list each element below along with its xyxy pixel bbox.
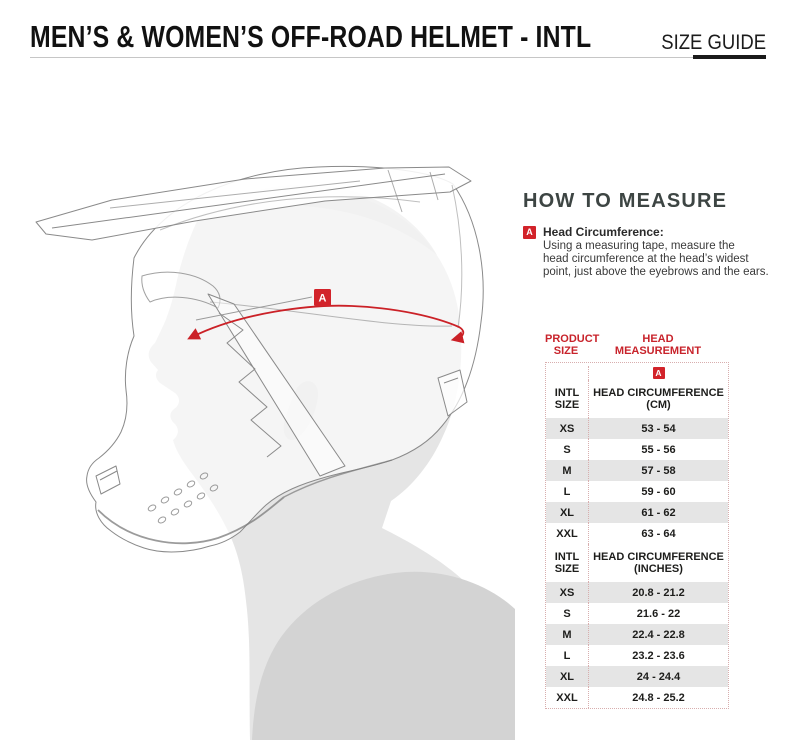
table-row: XXL 24.8 - 25.2 (546, 687, 728, 708)
size-table-box: A INTL SIZE HEAD CIRCUMFERENCE (CM) XS 5… (545, 362, 729, 709)
marker-a-icon: A (652, 367, 665, 379)
cm-section-header-row: INTL SIZE HEAD CIRCUMFERENCE (CM) (546, 380, 728, 418)
rear-duct (437, 369, 468, 417)
how-to-measure-section: HOW TO MEASURE A Head Circumference: Usi… (523, 190, 788, 278)
measure-item-head-circumference: A Head Circumference: Using a measuring … (523, 225, 788, 278)
helmet-illustration: A (35, 165, 515, 740)
table-row: XL 24 - 24.4 (546, 666, 728, 687)
measure-instruction-line: point, just above the eyebrows and the e… (543, 265, 769, 278)
measurement-arc (187, 304, 465, 344)
table-row: XL 61 - 62 (546, 502, 728, 523)
how-to-measure-heading: HOW TO MEASURE (523, 190, 728, 212)
table-row: L 23.2 - 23.6 (546, 645, 728, 666)
chin-vents (147, 472, 219, 524)
inches-measure-label: HEAD CIRCUMFERENCE (INCHES) (588, 544, 728, 582)
svg-text:A: A (319, 293, 327, 305)
head-measurement-column-header: HEAD MEASUREMENT (614, 333, 702, 357)
table-marker-row: A (546, 363, 728, 380)
marker-a-icon: A (523, 226, 536, 239)
table-row: XS 20.8 - 21.2 (546, 582, 728, 603)
measure-instruction-line: head circumference at the head’s widest (543, 252, 749, 265)
page-title: MEN’S & WOMEN’S OFF-ROAD HELMET - INTL (30, 19, 592, 54)
shoulder-logo (200, 686, 231, 723)
measure-item-title: Head Circumference: (543, 225, 664, 239)
product-size-column-header: PRODUCT SIZE (545, 333, 600, 357)
intl-size-label: INTL SIZE (554, 387, 580, 411)
table-row: XXL 63 - 64 (546, 523, 728, 544)
table-row: M 22.4 - 22.8 (546, 624, 728, 645)
helmet-outline (35, 165, 484, 553)
table-row: L 59 - 60 (546, 481, 728, 502)
table-row: M 57 - 58 (546, 460, 728, 481)
inches-section-header-row: INTL SIZE HEAD CIRCUMFERENCE (INCHES) (546, 544, 728, 582)
size-table-column-headers: PRODUCT SIZE HEAD MEASUREMENT (545, 333, 729, 357)
cm-measure-label: HEAD CIRCUMFERENCE (CM) (588, 380, 728, 418)
marker-pointer-line (195, 296, 313, 321)
table-row: S 55 - 56 (546, 439, 728, 460)
shoulder-silhouette (200, 571, 515, 740)
size-guide-underline (693, 55, 766, 59)
header-divider (30, 57, 693, 58)
intl-size-label: INTL SIZE (554, 551, 580, 575)
size-guide-label: SIZE GUIDE (661, 31, 766, 54)
table-row: XS 53 - 54 (546, 418, 728, 439)
size-table: PRODUCT SIZE HEAD MEASUREMENT A INTL SIZ… (545, 333, 729, 709)
table-row: S 21.6 - 22 (546, 603, 728, 624)
measure-instruction-line: Using a measuring tape, measure the (543, 240, 735, 252)
marker-a-badge: A (314, 289, 331, 306)
